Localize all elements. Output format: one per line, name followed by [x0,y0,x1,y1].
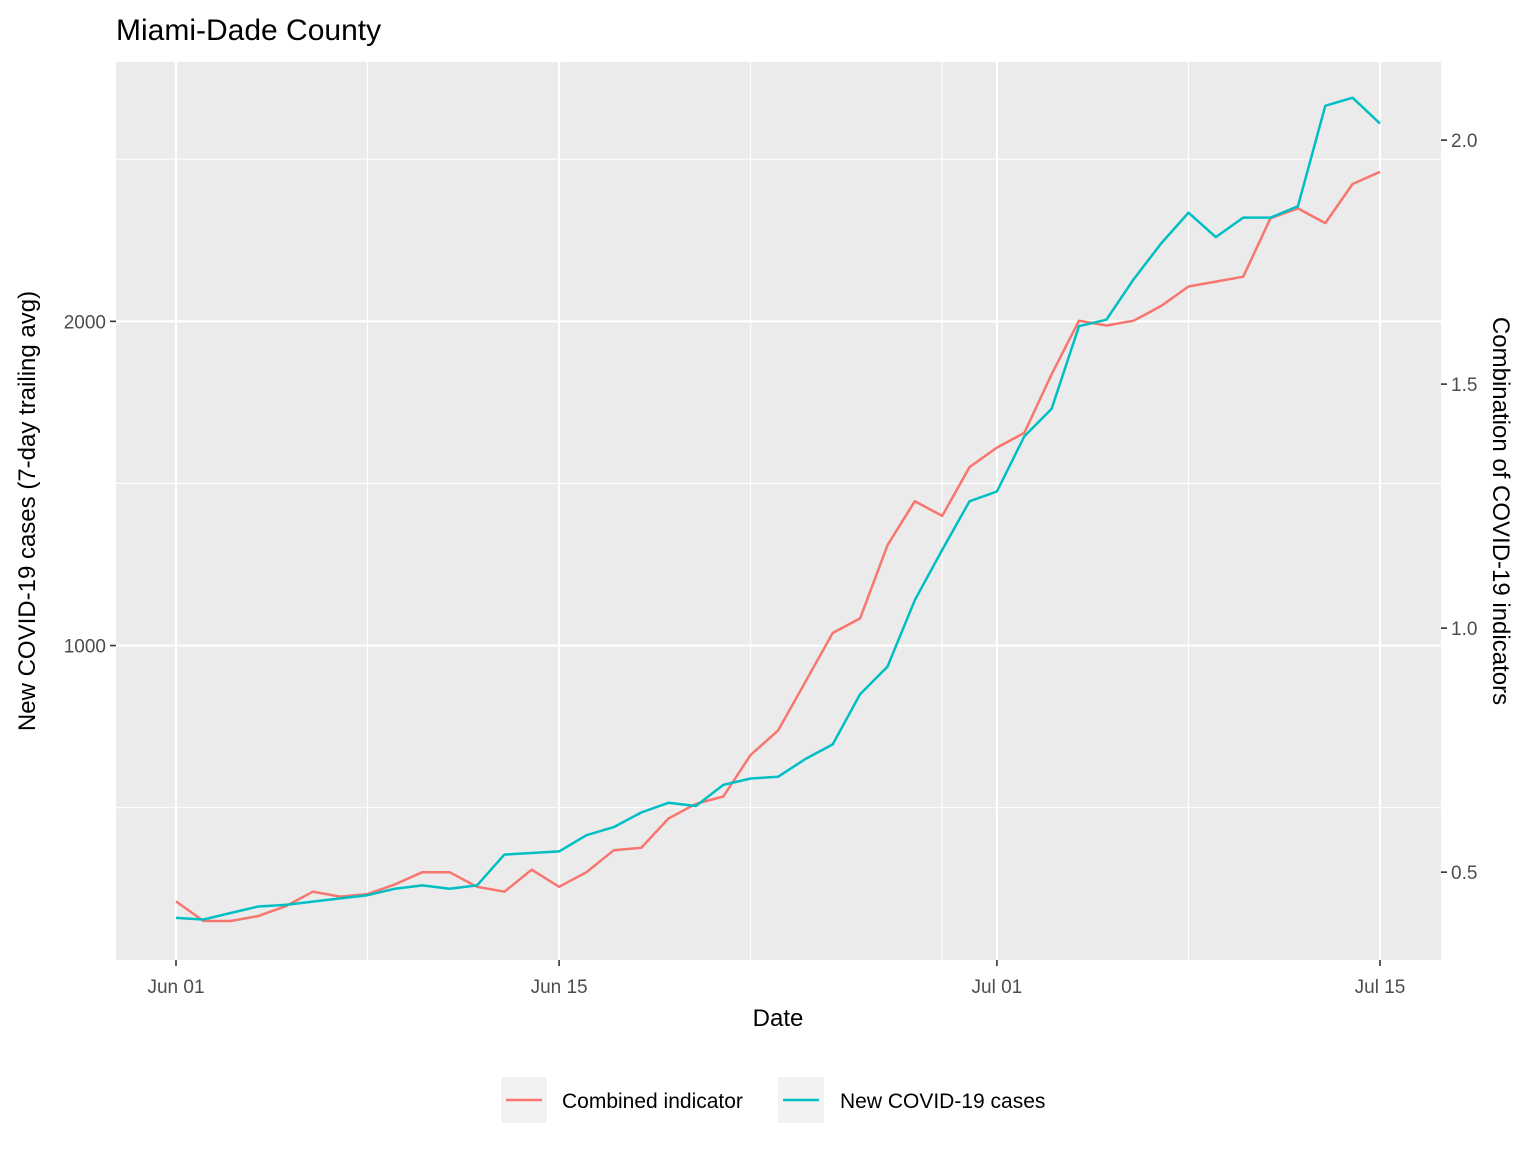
y-right-tick-label-0: 0.5 [1451,863,1477,884]
plot-panel [116,62,1441,960]
x-tick-label-3: Jul 15 [1355,977,1406,998]
axes: Jun 01 Jun 15 Jul 01 Jul 15 1000 2000 0.5 1.0 1.… [64,131,1478,998]
series-lines [175,96,1381,923]
x-tick-label-2: Jul 01 [972,977,1023,998]
y-left-tick-label-0: 1000 [64,637,106,658]
y-right-tick-label-2: 1.5 [1451,375,1477,396]
y-right-tick-label-1: 1.0 [1451,619,1477,640]
y-axis-title-left: New COVID-19 cases (7-day trailing avg) [14,291,41,731]
grid [116,62,1441,960]
y-right-tick-label-3: 2.0 [1451,131,1477,152]
y-left-tick-label-1: 2000 [64,312,106,333]
x-axis-title: Date [753,1005,804,1032]
legend: Combined indicator New COVID-19 cases [501,1077,1045,1123]
y-axis-title-right: Combination of COVID-19 indicators [1487,317,1514,705]
series-line-combined-indicator [175,170,1381,923]
x-tick-label-1: Jun 15 [531,977,588,998]
chart-title: Miami-Dade County [116,14,381,47]
legend-label-cases: New COVID-19 cases [840,1090,1045,1113]
series-line-new-cases [175,96,1381,921]
legend-label-combined: Combined indicator [562,1090,743,1113]
x-tick-label-0: Jun 01 [147,977,204,998]
